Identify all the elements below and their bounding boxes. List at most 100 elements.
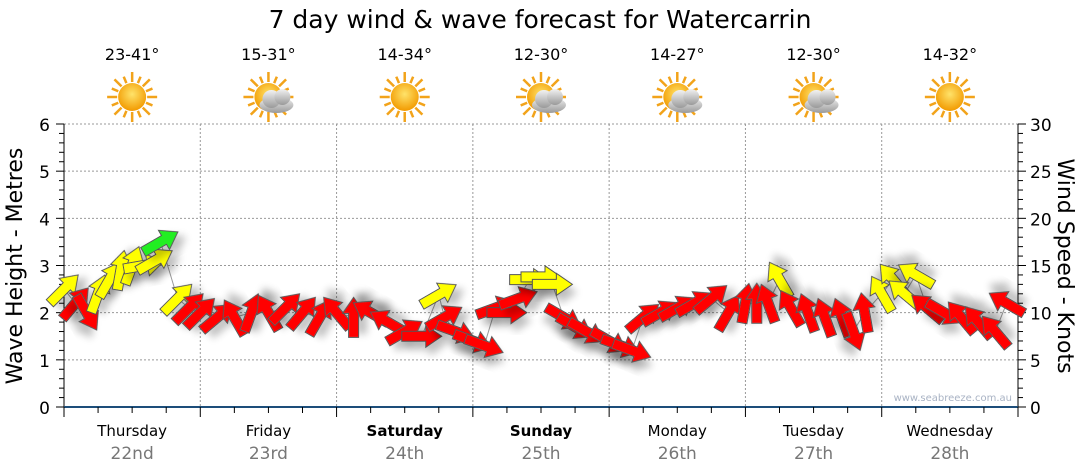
wind-arrow <box>181 297 216 332</box>
sun-ray <box>386 78 395 88</box>
wind-arrow <box>812 297 838 339</box>
sun-ray <box>940 110 946 118</box>
wind-arrow <box>134 248 173 276</box>
sun-ray <box>145 87 153 93</box>
sun-ray <box>550 78 560 88</box>
sun-cloud-icon <box>788 72 839 122</box>
temperature-range: 15-31° <box>241 45 296 64</box>
temperature-range: 12-30° <box>514 45 569 64</box>
sun-ray <box>386 106 395 116</box>
wind-arrow <box>841 310 866 352</box>
sun-ray <box>795 106 804 116</box>
sun-cloud-icon <box>652 72 703 122</box>
sun-ray <box>418 101 426 107</box>
y-tick-right-label: 10 <box>1030 305 1052 325</box>
y-tick-left-label: 1 <box>39 352 50 372</box>
watermark: www.seabreeze.com.au <box>894 393 1012 404</box>
sun-ray <box>113 106 123 116</box>
sun-ray <box>111 101 119 107</box>
cloud-part <box>274 89 291 105</box>
sun-icon <box>924 72 975 122</box>
temperature-range: 14-27° <box>650 45 705 64</box>
chart-title: 7 day wind & wave forecast for Watercarr… <box>269 5 812 34</box>
date-label: 28th <box>930 444 969 464</box>
date-label: 26th <box>658 444 697 464</box>
sun-ray <box>656 87 664 93</box>
sun-ray <box>963 87 971 93</box>
date-label: 27th <box>794 444 833 464</box>
sun-ray <box>818 76 824 84</box>
sun-ray <box>803 110 809 118</box>
sun-ray <box>959 106 969 116</box>
temperature-range: 14-32° <box>923 45 978 64</box>
sun-ray <box>823 78 833 88</box>
wind-arrow <box>713 294 741 334</box>
sun-ray <box>249 78 259 88</box>
sun-ray <box>409 110 415 118</box>
temperature-range: 14-34° <box>377 45 432 64</box>
wind-arrow <box>418 282 457 310</box>
sun-ray <box>954 76 960 84</box>
y-tick-left-label: 2 <box>39 305 50 325</box>
y-tick-left-label: 3 <box>39 258 50 278</box>
sun-ray <box>141 78 151 88</box>
sun-ray <box>531 110 537 118</box>
sun-ray <box>658 78 668 88</box>
sun-ray <box>959 78 969 88</box>
sun-icon <box>107 72 158 122</box>
date-label: 25th <box>521 444 560 464</box>
y-axis-right-label: Wind Speed - Knots <box>1052 158 1077 373</box>
sun-ray <box>803 76 809 84</box>
sun-ray <box>141 106 151 116</box>
sun-ray <box>667 110 673 118</box>
sun-ray <box>395 76 401 84</box>
sun-ray <box>249 106 259 116</box>
wind-arrow <box>988 291 1028 319</box>
sun-ray <box>522 106 532 116</box>
sun-ray <box>954 110 960 118</box>
wind-arrow <box>140 229 179 257</box>
sun-disc <box>390 83 419 111</box>
sun-ray <box>383 87 392 93</box>
sun-ray <box>258 76 264 84</box>
cloud <box>668 89 703 113</box>
sun-ray <box>273 76 279 84</box>
sun-ray <box>658 106 668 116</box>
sun-cloud-icon <box>243 72 294 122</box>
sun-ray <box>792 101 801 107</box>
sun-ray <box>531 76 537 84</box>
wind-arrow <box>159 283 193 317</box>
day-label: Thursday <box>96 422 167 440</box>
sun-ray <box>395 110 401 118</box>
wind-arrow <box>795 293 821 334</box>
sun-ray <box>792 87 801 93</box>
wind-arrow <box>981 315 1013 351</box>
y-tick-right-label: 30 <box>1030 116 1052 136</box>
sun-ray <box>414 78 424 88</box>
cloud <box>532 89 566 113</box>
sun-ray <box>383 101 392 107</box>
sun-ray <box>940 76 946 84</box>
temperature-range: 23-41° <box>105 45 160 64</box>
date-label: 22nd <box>111 444 154 464</box>
y-tick-left-label: 6 <box>39 116 50 136</box>
sun-ray <box>122 76 128 84</box>
wind-arrow <box>692 285 728 316</box>
y-axis-left-label: Wave Height - Metres <box>3 148 28 385</box>
y-tick-right-label: 0 <box>1030 399 1041 419</box>
sun-ray <box>520 101 528 107</box>
wind-arrow <box>869 275 897 315</box>
sun-ray <box>963 101 971 107</box>
wind-arrow <box>610 338 652 363</box>
sun-disc <box>118 83 147 111</box>
wind-arrow <box>897 262 937 290</box>
sun-ray <box>795 78 804 88</box>
cloud-part <box>819 89 836 105</box>
sun-ray <box>687 78 696 88</box>
day-label: Sunday <box>510 422 573 440</box>
sun-ray <box>122 110 128 118</box>
cloud <box>259 89 294 113</box>
sun-ray <box>931 78 941 88</box>
